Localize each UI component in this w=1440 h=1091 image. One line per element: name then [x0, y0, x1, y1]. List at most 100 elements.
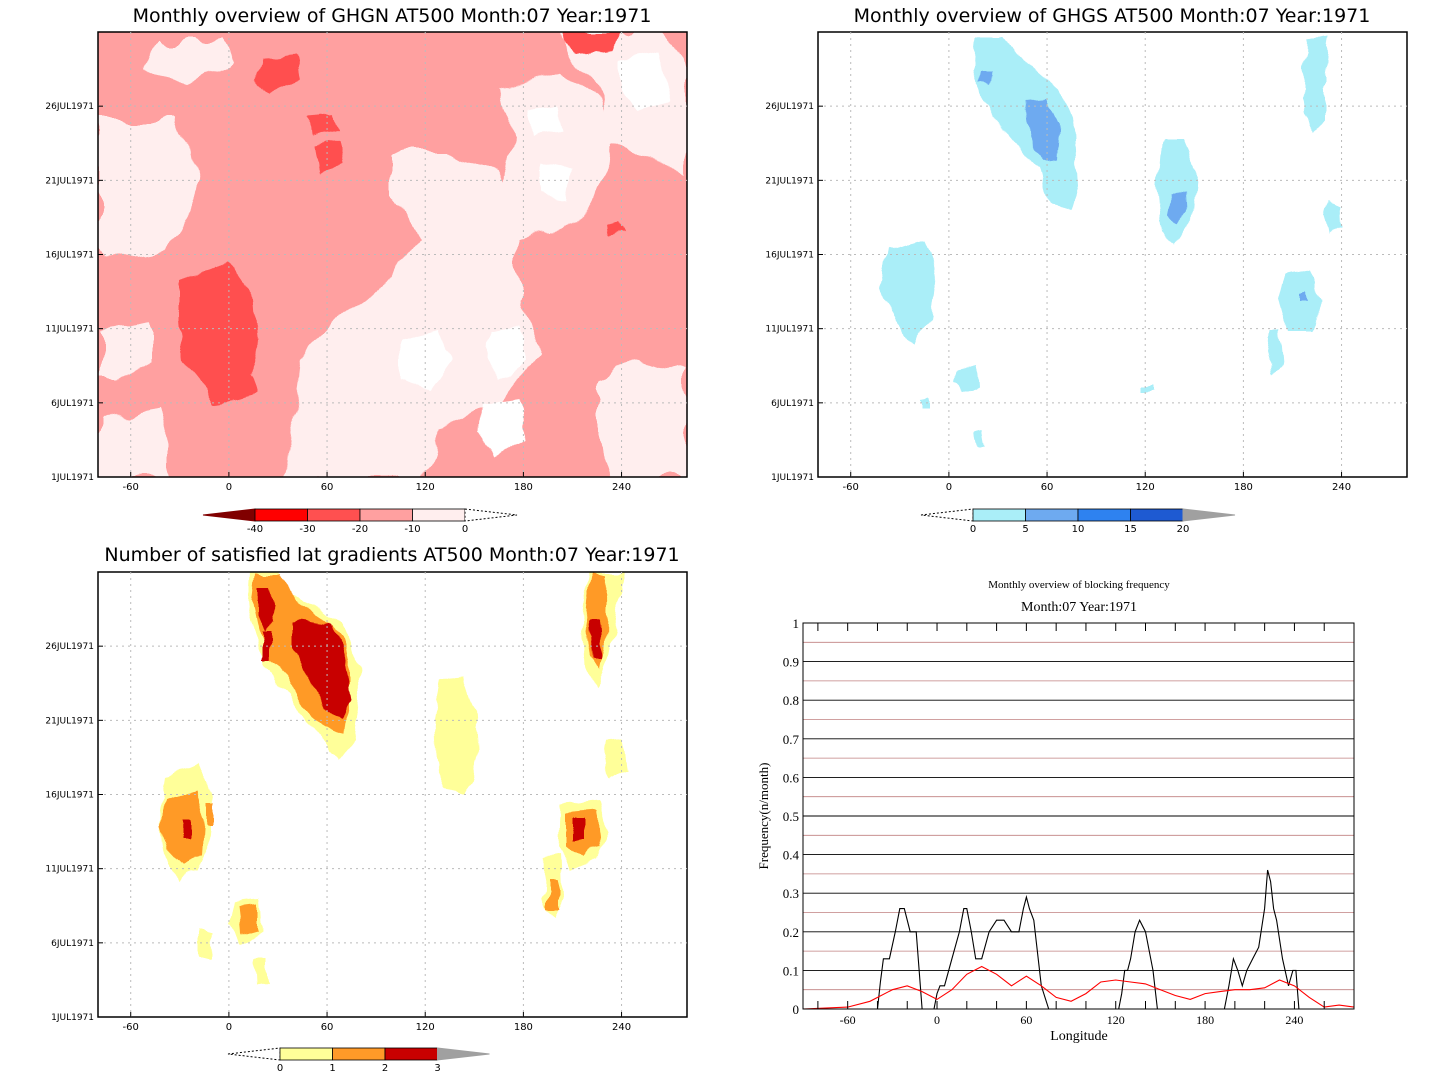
colorbar-label: 0: [277, 1063, 283, 1074]
y-tick-label: 11JUL1971: [45, 865, 94, 875]
ghgn-gridlines: [98, 32, 687, 477]
colorbar-swatch: [384, 1047, 438, 1061]
ghgs-light-regions: [882, 35, 1343, 445]
panel-ghgn: Monthly overview of GHGN AT500 Month:07 …: [45, 5, 688, 535]
frequency-x-ticks: -60 0 60 120 180 240: [817, 623, 1355, 1027]
colorbar-label: 3: [434, 1063, 440, 1074]
colorbar-label: 1: [329, 1063, 335, 1074]
gradients-gridlines: [98, 572, 687, 1017]
y-tick-label: 21JUL1971: [765, 176, 814, 186]
y-tick-label: 16JUL1971: [765, 251, 814, 261]
gradients-field: [160, 572, 626, 988]
colorbar-label: 20: [1177, 524, 1190, 535]
ghgs-x-ticks: -60 0 60 120 180 240: [843, 472, 1351, 493]
gradients-orange-regions: [162, 575, 607, 935]
y-tick-label: 1JUL1971: [51, 1013, 94, 1023]
x-tick-label: 180: [1234, 482, 1253, 493]
x-tick-label: 240: [1332, 482, 1351, 493]
x-tick-label: 0: [226, 1022, 232, 1033]
y-tick-label: 6JUL1971: [51, 939, 94, 949]
colorbar-label: -40: [247, 524, 263, 535]
frequency-title: Monthly overview of blocking frequency: [988, 579, 1170, 591]
colorbar-label: 10: [1072, 524, 1085, 535]
colorbar-label: -30: [299, 524, 315, 535]
y-tick-label: 0.7: [783, 732, 800, 747]
frequency-series: [802, 869, 1355, 1010]
x-tick-label: 180: [514, 1022, 533, 1033]
colorbar-swatch: [254, 508, 308, 522]
x-tick-label: 240: [612, 1022, 631, 1033]
x-tick-label: 60: [321, 1022, 334, 1033]
y-tick-label: 1JUL1971: [51, 473, 94, 483]
y-tick-label: 0.9: [783, 655, 799, 670]
x-tick-label: 60: [1041, 482, 1054, 493]
x-tick-label: 240: [612, 482, 631, 493]
x-tick-label: -60: [843, 482, 859, 493]
colorbar-swatch: [412, 508, 466, 522]
y-tick-label: 6JUL1971: [51, 399, 94, 409]
y-tick-label: 26JUL1971: [45, 102, 94, 112]
x-tick-label: -60: [123, 1022, 139, 1033]
x-tick-label: 0: [226, 482, 232, 493]
panel-ghgs-title: Monthly overview of GHGS AT500 Month:07 …: [854, 5, 1371, 27]
x-tick-label: 60: [1020, 1013, 1032, 1027]
x-tick-label: 120: [1136, 482, 1155, 493]
x-tick-label: 0: [934, 1013, 940, 1027]
y-tick-label: 0.8: [783, 693, 799, 708]
colorbar-low-arrow: [920, 508, 974, 522]
frequency-frame: [802, 622, 1355, 1010]
y-tick-label: 0.3: [783, 886, 799, 901]
y-tick-label: 1JUL1971: [771, 473, 814, 483]
y-tick-label: 11JUL1971: [45, 325, 94, 335]
colorbar-label: -10: [404, 524, 420, 535]
y-tick-label: 0: [793, 1002, 800, 1017]
ghgs-field: [882, 35, 1343, 445]
y-tick-label: 0.1: [783, 963, 799, 978]
colorbar-swatch: [1130, 508, 1184, 522]
frequency-y-ticks: 0 0.1 0.2 0.3 0.4 0.5 0.6 0.7 0.8 0.9 1: [783, 616, 800, 1017]
colorbar-label: 0: [462, 524, 468, 535]
y-tick-label: 21JUL1971: [45, 176, 94, 186]
x-tick-label: 0: [946, 482, 952, 493]
gradients-yellow-regions: [160, 572, 626, 988]
panel-frequency: Monthly overview of blocking frequency M…: [756, 579, 1355, 1044]
colorbar-high-arrow: [437, 1047, 490, 1061]
ghgn-colorbar: -40 -30 -20 -10 0: [202, 508, 518, 535]
y-tick-label: 26JUL1971: [45, 642, 94, 652]
colorbar-label: 2: [382, 1063, 388, 1074]
colorbar-swatch: [332, 1047, 386, 1061]
x-tick-label: 120: [416, 1022, 435, 1033]
x-tick-label: 120: [416, 482, 435, 493]
ghgs-gridlines: [818, 32, 1407, 477]
frequency-gridlines: [803, 622, 1354, 1010]
colorbar-high-arrow: [464, 508, 518, 522]
x-tick-label: 180: [1196, 1013, 1214, 1027]
ghgn-y-ticks: 1JUL1971 6JUL1971 11JUL1971 16JUL1971 21JUL1…: [45, 102, 103, 483]
colorbar-swatch: [359, 508, 413, 522]
y-tick-label: 16JUL1971: [45, 791, 94, 801]
y-tick-label: 26JUL1971: [765, 102, 814, 112]
series-line-red: [802, 965, 1355, 1010]
x-tick-label: 120: [1107, 1013, 1125, 1027]
frequency-ylabel: Frequency(n/month): [756, 763, 771, 870]
ghgn-x-ticks: -60 0 60 120 180 240: [123, 472, 631, 493]
colorbar-swatch: [307, 508, 361, 522]
panel-gradients: Number of satisfied lat gradients AT500 …: [45, 544, 688, 1074]
gradients-colorbar: 0 1 2 3: [227, 1047, 490, 1074]
x-tick-label: 180: [514, 482, 533, 493]
frequency-subtitle: Month:07 Year:1971: [1021, 600, 1137, 615]
gradients-red-regions: [180, 588, 602, 840]
y-tick-label: 0.2: [783, 925, 799, 940]
colorbar-low-arrow: [227, 1047, 281, 1061]
colorbar-high-arrow: [1182, 508, 1236, 522]
gradients-x-ticks: -60 0 60 120 180 240: [123, 1012, 631, 1033]
colorbar-low-arrow: [202, 508, 256, 522]
frequency-xlabel: Longitude: [1050, 1029, 1108, 1044]
x-tick-label: 60: [321, 482, 334, 493]
colorbar-swatch: [972, 508, 1026, 522]
colorbar-swatch: [1025, 508, 1079, 522]
colorbar-label: 5: [1022, 524, 1028, 535]
ghgs-colorbar: 0 5 10 15 20: [920, 508, 1236, 535]
series-line-black: [803, 869, 1354, 1010]
